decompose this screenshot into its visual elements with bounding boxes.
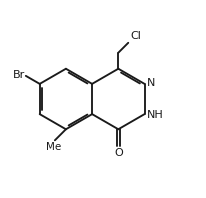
Text: O: O [114,148,123,158]
Text: Cl: Cl [130,31,141,41]
Text: N: N [147,78,156,88]
Text: NH: NH [147,110,164,120]
Text: Br: Br [13,70,25,80]
Text: Me: Me [46,142,62,152]
